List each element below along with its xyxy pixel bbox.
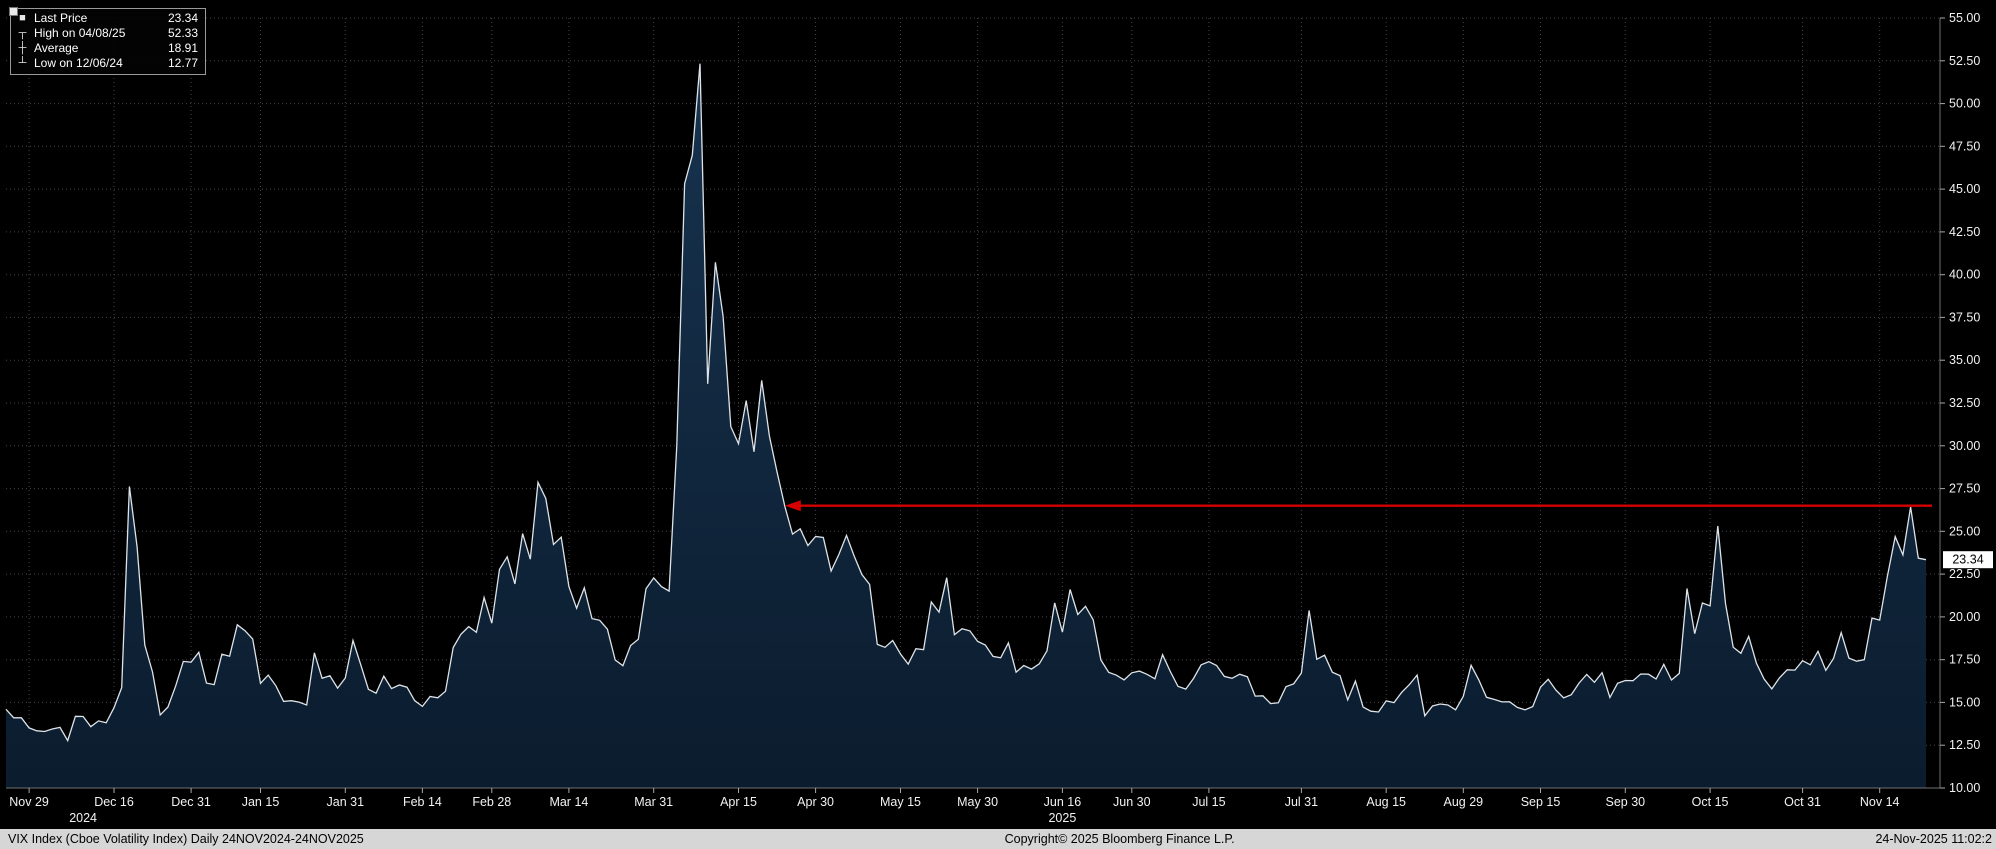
- svg-text:12.50: 12.50: [1949, 738, 1980, 752]
- svg-text:15.00: 15.00: [1949, 695, 1980, 709]
- svg-text:45.00: 45.00: [1949, 182, 1980, 196]
- legend-label-average: Average: [34, 41, 79, 55]
- svg-text:25.00: 25.00: [1949, 524, 1980, 538]
- legend-value-last-price: 23.34: [167, 11, 198, 25]
- svg-text:52.50: 52.50: [1949, 54, 1980, 68]
- svg-text:47.50: 47.50: [1949, 139, 1980, 153]
- svg-text:Aug 29: Aug 29: [1443, 795, 1483, 809]
- svg-text:23.34: 23.34: [1952, 553, 1983, 567]
- svg-text:Jul 15: Jul 15: [1192, 795, 1225, 809]
- legend-item-average[interactable]: ┼ Average 18.91: [16, 41, 198, 56]
- svg-text:Apr 30: Apr 30: [797, 795, 834, 809]
- grid: [6, 17, 1940, 789]
- legend-item-high[interactable]: ┬ High on 04/08/25 52.33: [16, 26, 198, 41]
- svg-text:37.50: 37.50: [1949, 310, 1980, 324]
- price-chart[interactable]: 55.00 52.50 50.00 47.50 45.00 42.50 40.00 37.50…: [0, 0, 1996, 829]
- legend-value-average: 18.91: [167, 41, 198, 55]
- svg-text:30.00: 30.00: [1949, 439, 1980, 453]
- svg-text:35.00: 35.00: [1949, 353, 1980, 367]
- svg-text:40.00: 40.00: [1949, 268, 1980, 282]
- svg-text:Mar 31: Mar 31: [634, 795, 673, 809]
- svg-text:Dec 16: Dec 16: [94, 795, 134, 809]
- svg-text:27.50: 27.50: [1949, 482, 1980, 496]
- average-marker-icon: ┼: [18, 42, 27, 54]
- chart-description: VIX Index (Cboe Volatility Index) Daily …: [8, 832, 364, 846]
- svg-text:May 15: May 15: [880, 795, 921, 809]
- last-price-label: 23.34: [1943, 551, 1993, 569]
- chart-legend[interactable]: ■ Last Price 23.34 ┬ High on 04/08/25 52…: [9, 7, 206, 75]
- y-axis: 55.00 52.50 50.00 47.50 45.00 42.50 40.00 37.50…: [1940, 11, 1980, 795]
- legend-item-low[interactable]: ┴ Low on 12/06/24 12.77: [16, 56, 198, 71]
- svg-text:Sep 30: Sep 30: [1605, 795, 1645, 809]
- svg-text:17.50: 17.50: [1949, 653, 1980, 667]
- svg-text:10.00: 10.00: [1949, 781, 1980, 795]
- legend-label-last-price: Last Price: [34, 11, 88, 25]
- timestamp: 24-Nov-2025 11:02:2: [1875, 832, 1992, 846]
- legend-label-high: High on 04/08/25: [34, 26, 126, 40]
- svg-text:Nov 29: Nov 29: [9, 795, 49, 809]
- svg-text:Jun 30: Jun 30: [1113, 795, 1151, 809]
- legend-label-low: Low on 12/06/24: [34, 56, 123, 70]
- svg-text:Jan 15: Jan 15: [242, 795, 280, 809]
- svg-text:2025: 2025: [1048, 811, 1076, 825]
- footer-bar: VIX Index (Cboe Volatility Index) Daily …: [0, 829, 1996, 849]
- svg-text:Oct 31: Oct 31: [1784, 795, 1821, 809]
- svg-text:Apr 15: Apr 15: [720, 795, 757, 809]
- svg-text:2024: 2024: [69, 811, 97, 825]
- svg-text:Feb 28: Feb 28: [472, 795, 511, 809]
- svg-text:20.00: 20.00: [1949, 610, 1980, 624]
- low-marker-icon: ┴: [18, 57, 27, 69]
- copyright-text: Copyright© 2025 Bloomberg Finance L.P.: [1004, 832, 1235, 846]
- trend-arrow[interactable]: [784, 500, 1932, 512]
- svg-text:42.50: 42.50: [1949, 225, 1980, 239]
- svg-text:Jun 16: Jun 16: [1044, 795, 1082, 809]
- svg-text:Oct 15: Oct 15: [1692, 795, 1729, 809]
- svg-text:22.50: 22.50: [1949, 567, 1980, 581]
- area-series: [6, 63, 1926, 788]
- price-line: [5, 63, 1927, 743]
- legend-value-low: 12.77: [167, 56, 198, 70]
- svg-text:32.50: 32.50: [1949, 396, 1980, 410]
- svg-text:Dec 31: Dec 31: [171, 795, 211, 809]
- high-marker-icon: ┬: [18, 27, 27, 39]
- svg-text:Aug 15: Aug 15: [1366, 795, 1406, 809]
- svg-text:Jan 31: Jan 31: [327, 795, 365, 809]
- x-axis: Nov 29 Dec 16 Dec 31 Jan 15 Jan 31 Feb 14 Feb …: [9, 788, 1900, 825]
- svg-text:Feb 14: Feb 14: [403, 795, 442, 809]
- series-swatch-icon: ■: [19, 12, 26, 24]
- svg-text:May 30: May 30: [957, 795, 998, 809]
- legend-item-last-price[interactable]: ■ Last Price 23.34: [16, 11, 198, 26]
- svg-text:Nov 14: Nov 14: [1860, 795, 1900, 809]
- svg-text:50.00: 50.00: [1949, 97, 1980, 111]
- svg-text:Jul 31: Jul 31: [1285, 795, 1318, 809]
- svg-text:Mar 14: Mar 14: [549, 795, 588, 809]
- legend-value-high: 52.33: [167, 26, 198, 40]
- svg-text:Sep 15: Sep 15: [1521, 795, 1561, 809]
- svg-text:55.00: 55.00: [1949, 11, 1980, 25]
